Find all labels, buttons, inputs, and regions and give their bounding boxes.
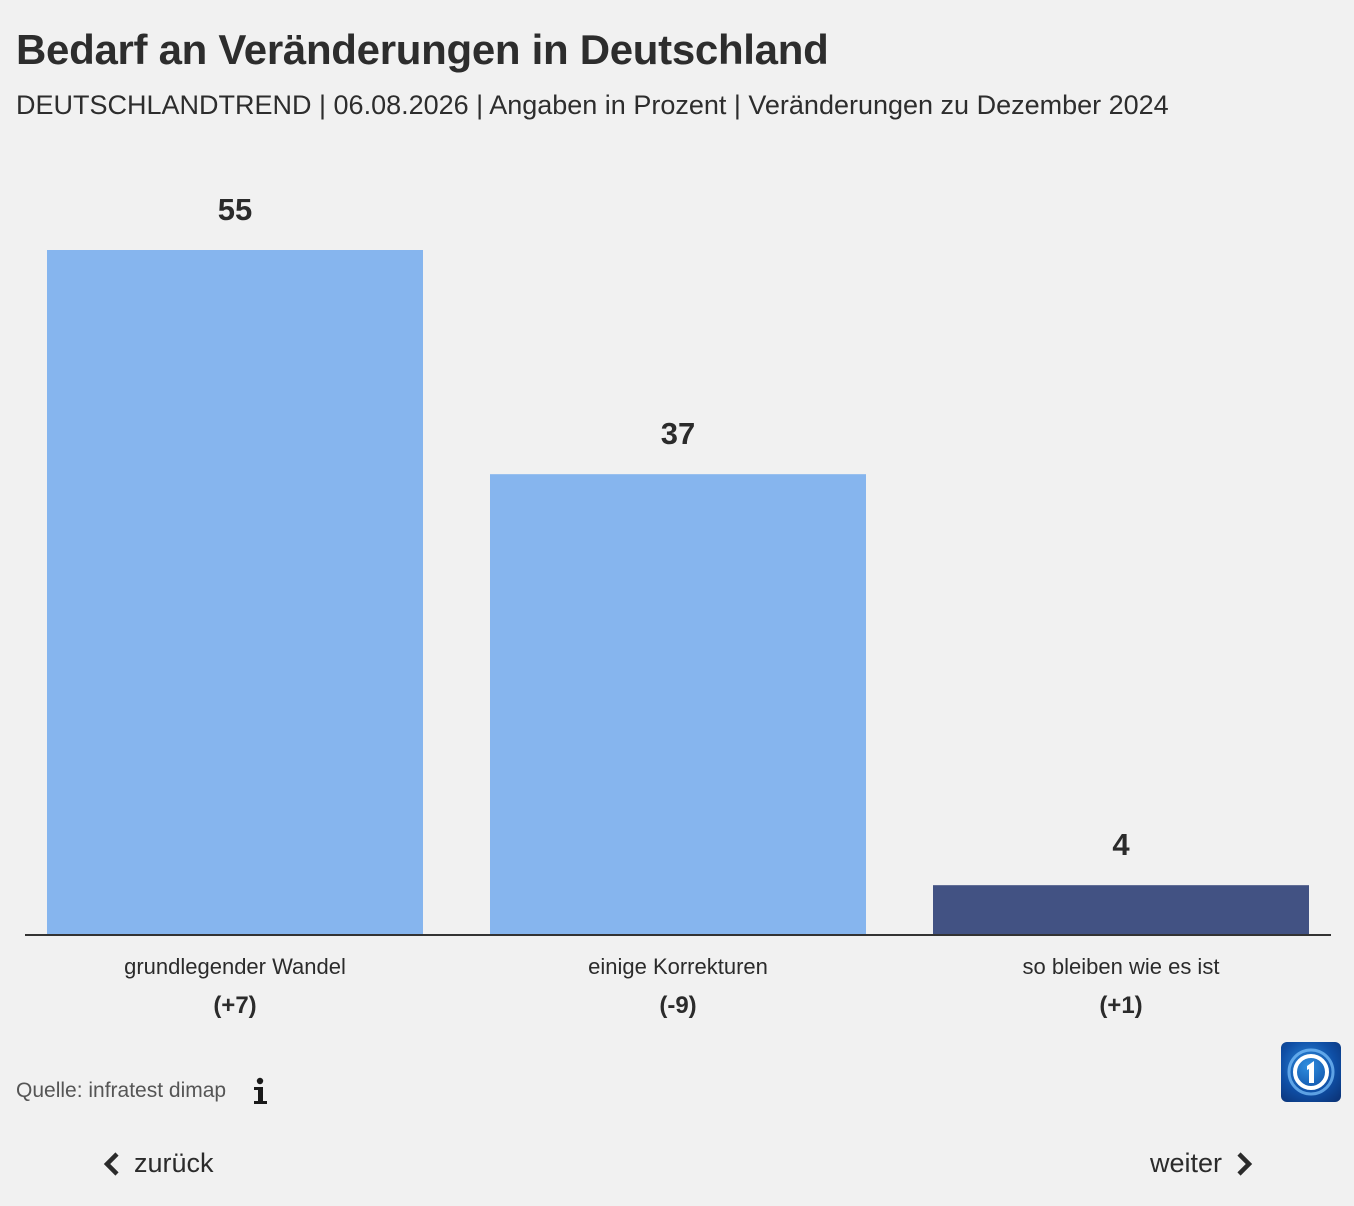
back-label: zurück	[134, 1148, 214, 1178]
next-button[interactable]: weiter	[1150, 1148, 1254, 1179]
back-button[interactable]: zurück	[102, 1148, 214, 1179]
bar-value-label: 55	[218, 192, 252, 227]
bar	[490, 474, 866, 935]
chart-title: Bedarf an Veränderungen in Deutschland	[16, 26, 829, 73]
category-change-label: (+1)	[1099, 992, 1142, 1019]
bar-value-label: 4	[1112, 827, 1130, 862]
chevron-right-icon	[1237, 1151, 1253, 1176]
chart-subtitle: DEUTSCHLANDTREND | 06.08.2026 | Angaben …	[16, 90, 1169, 120]
category-label: so bleiben wie es ist	[1023, 954, 1220, 979]
category-change-label: (-9)	[659, 992, 696, 1019]
source-text: Quelle: infratest dimap	[16, 1079, 227, 1102]
category-label: grundlegender Wandel	[124, 954, 346, 979]
source-row: Quelle: infratest dimap	[16, 1076, 274, 1106]
category-label: einige Korrekturen	[588, 954, 768, 979]
bar	[933, 885, 1309, 935]
chevron-left-icon	[103, 1151, 119, 1176]
tagesschau-logo-icon	[1281, 1042, 1341, 1102]
category-change-label: (+7)	[213, 992, 256, 1019]
bar-value-label: 37	[661, 416, 695, 451]
bar	[47, 250, 423, 935]
next-label: weiter	[1149, 1148, 1222, 1178]
info-icon[interactable]	[248, 1076, 274, 1106]
bar-chart: 55 grundlegender Wandel (+7) 37 einige Korre…	[25, 192, 1331, 1019]
